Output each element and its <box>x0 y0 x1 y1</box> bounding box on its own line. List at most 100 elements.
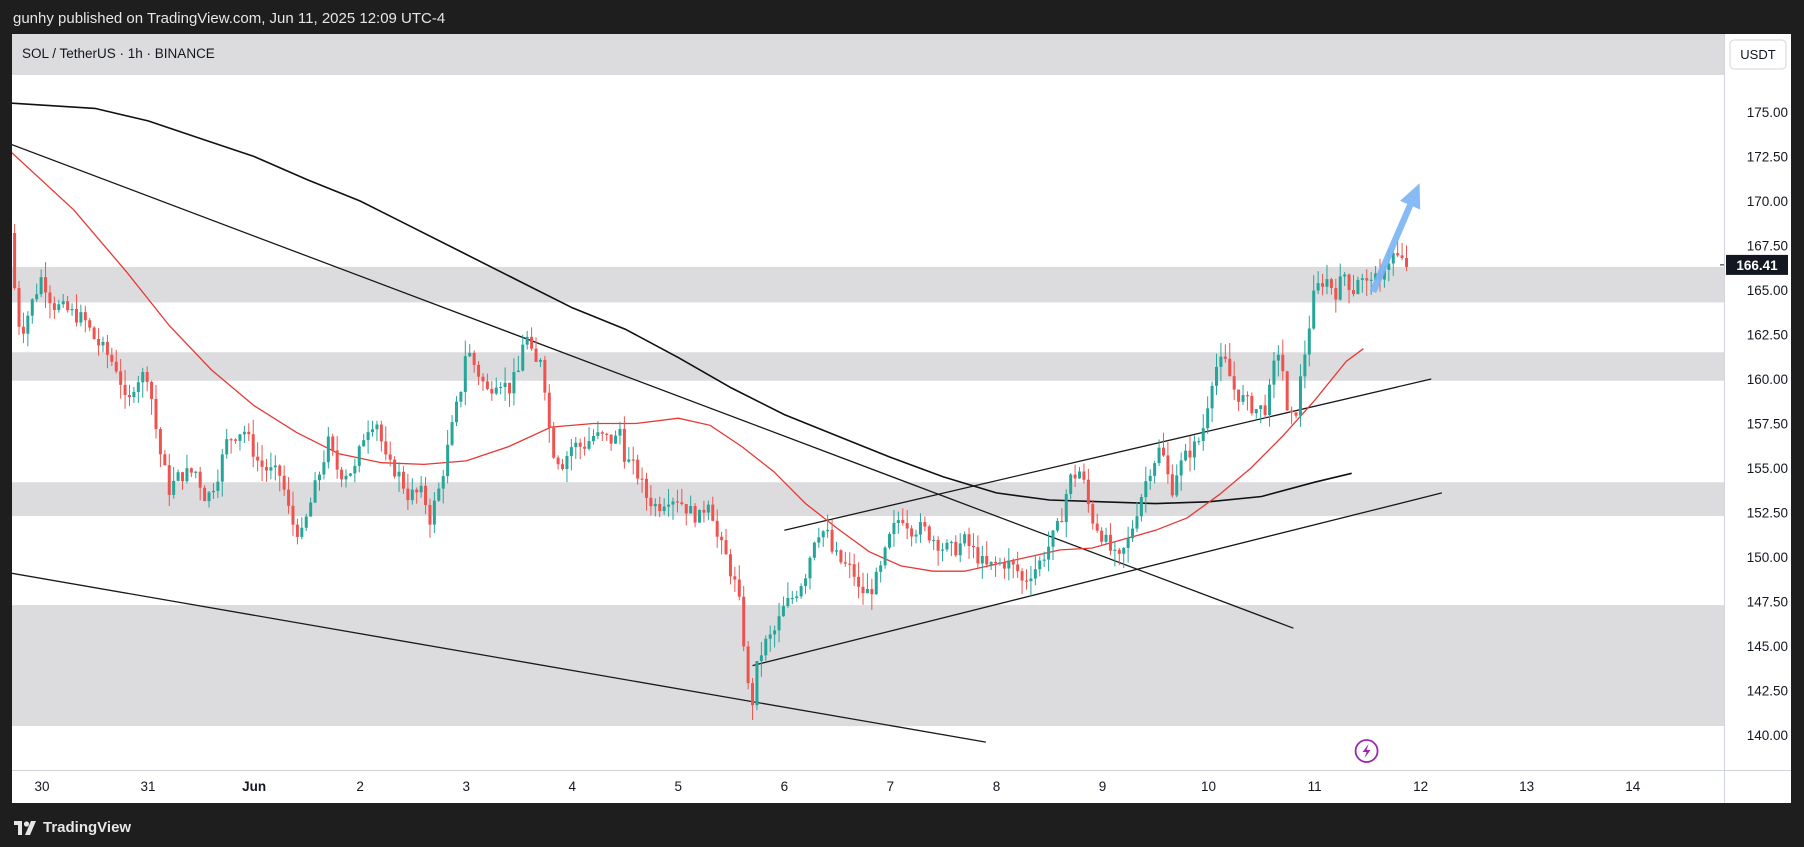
event-lightning-icon <box>1354 739 1379 763</box>
candle-body <box>689 505 693 514</box>
candle-body <box>1298 376 1302 416</box>
candle-body <box>273 465 277 468</box>
candle-body <box>446 444 450 477</box>
candle-body <box>547 392 551 428</box>
candle-body <box>1285 371 1289 411</box>
candle-body <box>569 447 573 457</box>
candle-body <box>1126 538 1130 548</box>
candle-body <box>737 579 741 597</box>
y-tick-label: 167.50 <box>1747 239 1788 254</box>
candle-body <box>1232 376 1236 390</box>
candle-body <box>189 468 193 473</box>
candle-body <box>1347 274 1351 291</box>
candle-body <box>826 529 830 532</box>
candle-body <box>918 522 922 535</box>
candle-body <box>622 428 626 462</box>
candle-body <box>379 424 383 442</box>
tradingview-logo[interactable]: TradingView <box>14 819 131 836</box>
x-tick-label: 5 <box>675 779 683 794</box>
y-tick-label: 150.00 <box>1747 550 1788 565</box>
y-tick-label: 157.50 <box>1747 417 1788 432</box>
candle-body <box>101 341 105 346</box>
candle-body <box>901 520 905 524</box>
candle-body <box>331 436 335 451</box>
candle-body <box>1161 447 1165 456</box>
candle-body <box>706 504 710 513</box>
last-price-tag: 166.41 <box>1726 254 1788 275</box>
candle-body <box>1095 523 1099 531</box>
candle-body <box>172 480 176 495</box>
candle-body <box>1338 276 1342 300</box>
candle-body <box>397 471 401 477</box>
x-tick-label: 4 <box>568 779 576 794</box>
candle-body <box>1020 571 1024 581</box>
candle-body <box>1263 405 1267 416</box>
candle-body <box>119 371 123 385</box>
candle-body <box>1007 560 1011 569</box>
candle-body <box>684 504 688 514</box>
candle-body <box>326 436 330 463</box>
candle-body <box>35 294 39 300</box>
candle-body <box>556 457 560 465</box>
candles-layer <box>13 224 1409 720</box>
candle-body <box>335 450 339 470</box>
candle-body <box>512 371 516 394</box>
candle-body <box>30 299 34 316</box>
trendlines-layer <box>9 143 1443 743</box>
candle-body <box>1250 395 1254 414</box>
candle-body <box>44 277 48 293</box>
candle-body <box>74 308 78 323</box>
candle-body <box>437 488 441 501</box>
y-tick-label: 147.50 <box>1747 595 1788 610</box>
candle-body <box>1210 385 1214 409</box>
candle-body <box>989 561 993 565</box>
footer-bar: TradingView <box>0 803 1804 847</box>
candle-body <box>406 488 410 501</box>
candle-body <box>627 459 631 462</box>
candle-body <box>724 540 728 555</box>
candle-body <box>48 292 52 304</box>
candle-body <box>530 336 534 349</box>
y-tick-label: 140.00 <box>1747 728 1788 743</box>
candle-body <box>543 359 547 393</box>
currency-button[interactable] <box>1729 39 1787 70</box>
candle-body <box>1374 273 1378 280</box>
candle-body <box>494 387 498 394</box>
candle-body <box>1148 475 1152 482</box>
candle-body <box>870 589 874 595</box>
up-arrow-annotation <box>1369 183 1421 294</box>
candle-body <box>1091 504 1095 524</box>
x-tick-label: 6 <box>781 779 789 794</box>
x-tick-label: 13 <box>1519 779 1534 794</box>
candle-body <box>644 478 648 498</box>
candle-body <box>21 326 25 334</box>
x-tick-label: 10 <box>1201 779 1216 794</box>
candle-body <box>755 661 759 706</box>
candle-body <box>1073 474 1077 479</box>
price-chart[interactable]: SOL / TetherUS · 1h · BINANCE USDT 175.0… <box>9 34 1791 803</box>
candle-body <box>1206 408 1210 429</box>
candle-body <box>1157 447 1161 464</box>
y-tick-label: 152.50 <box>1747 506 1788 521</box>
candle-body <box>702 509 706 513</box>
candle-body <box>1038 560 1042 570</box>
candle-body <box>410 489 414 501</box>
candle-body <box>388 454 392 460</box>
candle-body <box>1055 520 1059 531</box>
candle-body <box>371 429 375 433</box>
candle-body <box>804 578 808 587</box>
candle-body <box>39 277 43 295</box>
candle-body <box>764 638 768 656</box>
candle-body <box>980 556 984 564</box>
candle-body <box>1047 546 1051 560</box>
candle-body <box>88 320 92 328</box>
candle-body <box>578 442 582 447</box>
x-tick-label: 7 <box>887 779 895 794</box>
candle-body <box>1011 560 1015 565</box>
candle-body <box>145 372 149 382</box>
chart-frame[interactable]: SOL / TetherUS · 1h · BINANCE USDT 175.0… <box>9 34 1791 803</box>
candle-body <box>123 384 127 396</box>
candle-body <box>70 308 74 311</box>
candle-body <box>247 431 251 435</box>
candle-body <box>110 354 114 362</box>
